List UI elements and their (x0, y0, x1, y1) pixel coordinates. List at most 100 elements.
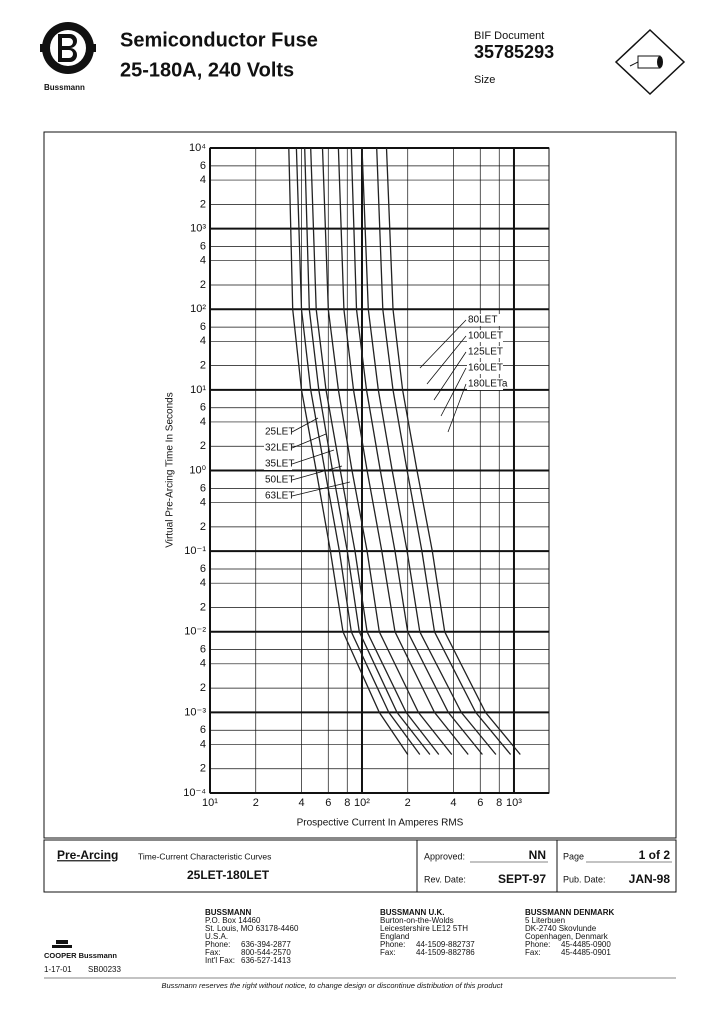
plot: 10⁴ 6 4 2 10³ 6 4 2 10² 6 4 2 10¹ 6 4 2 10⁰ 6 4 2 10⁻¹ 6 4 2 10⁻… (183, 142, 550, 809)
y-tick-label: 2 (200, 440, 206, 452)
leader-line (419, 319, 467, 369)
curve-label: 100LET (468, 331, 503, 342)
contact-value: 44-1509-882786 (416, 948, 475, 957)
y-tick-label: 6 (200, 240, 206, 252)
x-tick-label: 10² (354, 797, 370, 809)
pub-label: Pub. Date: (563, 874, 606, 884)
x-tick-label: 10¹ (202, 797, 218, 809)
address-line: St. Louis, MO 63178-4460 (205, 924, 299, 933)
fuse-curve (321, 147, 453, 755)
range: 25LET-180LET (187, 868, 270, 882)
leader-line (447, 383, 467, 433)
x-tick-label: 2 (405, 797, 411, 809)
rev-date: SEPT-97 (498, 872, 546, 886)
y-tick-label: 2 (200, 198, 206, 210)
label-bg (467, 314, 503, 326)
title: Semiconductor Fuse (120, 29, 318, 51)
y-tick-label: 4 (200, 174, 206, 186)
address-line: BUSSMANN DENMARK (525, 908, 615, 917)
y-tick-label: 10⁴ (189, 142, 206, 154)
leader-line (291, 449, 335, 465)
doc-code: SB00233 (88, 965, 121, 974)
y-axis-label: Virtual Pre-Arcing Time In Seconds (165, 392, 176, 547)
y-tick-label: 6 (200, 563, 206, 575)
fuse-curve (350, 147, 483, 755)
x-tick-label: 10³ (506, 797, 522, 809)
leader-line (291, 465, 343, 481)
label-bg (467, 378, 503, 390)
curve-label: 80LET (468, 315, 497, 326)
contact-value: 45-4485-0900 (561, 940, 611, 949)
fuse-icon (614, 28, 686, 96)
curve-label: 180LETa (468, 379, 508, 390)
x-tick-label: 8 (496, 797, 502, 809)
company: COOPER Bussmann (44, 951, 117, 960)
y-tick-label: 2 (200, 360, 206, 372)
page-label: Page (563, 851, 584, 861)
y-tick-label: 6 (200, 402, 206, 414)
y-tick-label: 4 (200, 738, 206, 750)
curve-label: 25LET (265, 427, 294, 438)
leader-line (426, 335, 467, 385)
y-tick-label: 10⁻⁴ (183, 787, 206, 799)
contact-label: Fax: (380, 948, 396, 957)
contact-label: Fax: (525, 948, 541, 957)
fuse-curve (385, 147, 521, 755)
address-line: BUSSMANN (205, 908, 251, 917)
title-block (43, 839, 677, 893)
y-tick-label: 2 (200, 601, 206, 613)
curve-label: 50LET (265, 475, 294, 486)
y-tick-label: 10⁻¹ (184, 545, 206, 557)
curve-type: Pre-Arcing (57, 848, 118, 862)
leader-line (291, 481, 351, 497)
pub-date: JAN-98 (629, 872, 671, 886)
label-bg (467, 330, 503, 342)
curve-label: 35LET (265, 459, 294, 470)
label-bg (264, 426, 292, 438)
date-code: 1-17-01 (44, 965, 72, 974)
y-tick-label: 10⁰ (189, 464, 206, 476)
curve-label: 32LET (265, 443, 294, 454)
address-line: Leicestershire LE12 5TH (380, 924, 468, 933)
y-tick-label: 4 (200, 255, 206, 267)
label-bg (264, 442, 292, 454)
contact-value: 45-4485-0901 (561, 948, 611, 957)
doc-number: 35785293 (474, 42, 554, 62)
y-tick-label: 6 (200, 644, 206, 656)
contact-value: 800-544-2570 (241, 948, 291, 957)
contact-label: Phone: (380, 940, 405, 949)
x-tick-label: 4 (298, 797, 304, 809)
x-tick-label: 6 (477, 797, 483, 809)
leader-line (440, 367, 467, 417)
curve-label: 125LET (468, 347, 503, 358)
y-tick-label: 4 (200, 416, 206, 428)
y-tick-label: 6 (200, 724, 206, 736)
y-tick-label: 10⁻³ (184, 706, 206, 718)
label-bg (264, 490, 292, 502)
fuse-curve (304, 147, 431, 755)
address-line: P.O. Box 14460 (205, 916, 261, 925)
fuse-curve (361, 147, 497, 755)
curve-label: 63LET (265, 491, 294, 502)
fuse-curve (337, 147, 469, 755)
y-tick-label: 4 (200, 658, 206, 670)
contact-value: 636-394-2877 (241, 940, 291, 949)
curve-label: 160LET (468, 363, 503, 374)
fuse-curve (376, 147, 512, 755)
y-tick-label: 6 (200, 160, 206, 172)
contact-label: Phone: (525, 940, 550, 949)
leader-line (291, 433, 327, 449)
y-tick-label: 2 (200, 763, 206, 775)
cooper-logo (52, 940, 72, 948)
fuse-curve (310, 147, 440, 755)
leader-line (433, 351, 467, 401)
approved: NN (529, 848, 546, 862)
label-bg (264, 458, 292, 470)
y-tick-label: 10² (190, 303, 206, 315)
y-tick-label: 2 (200, 279, 206, 291)
label-bg (467, 362, 503, 374)
label-bg (264, 474, 292, 486)
leader-line (291, 417, 319, 433)
